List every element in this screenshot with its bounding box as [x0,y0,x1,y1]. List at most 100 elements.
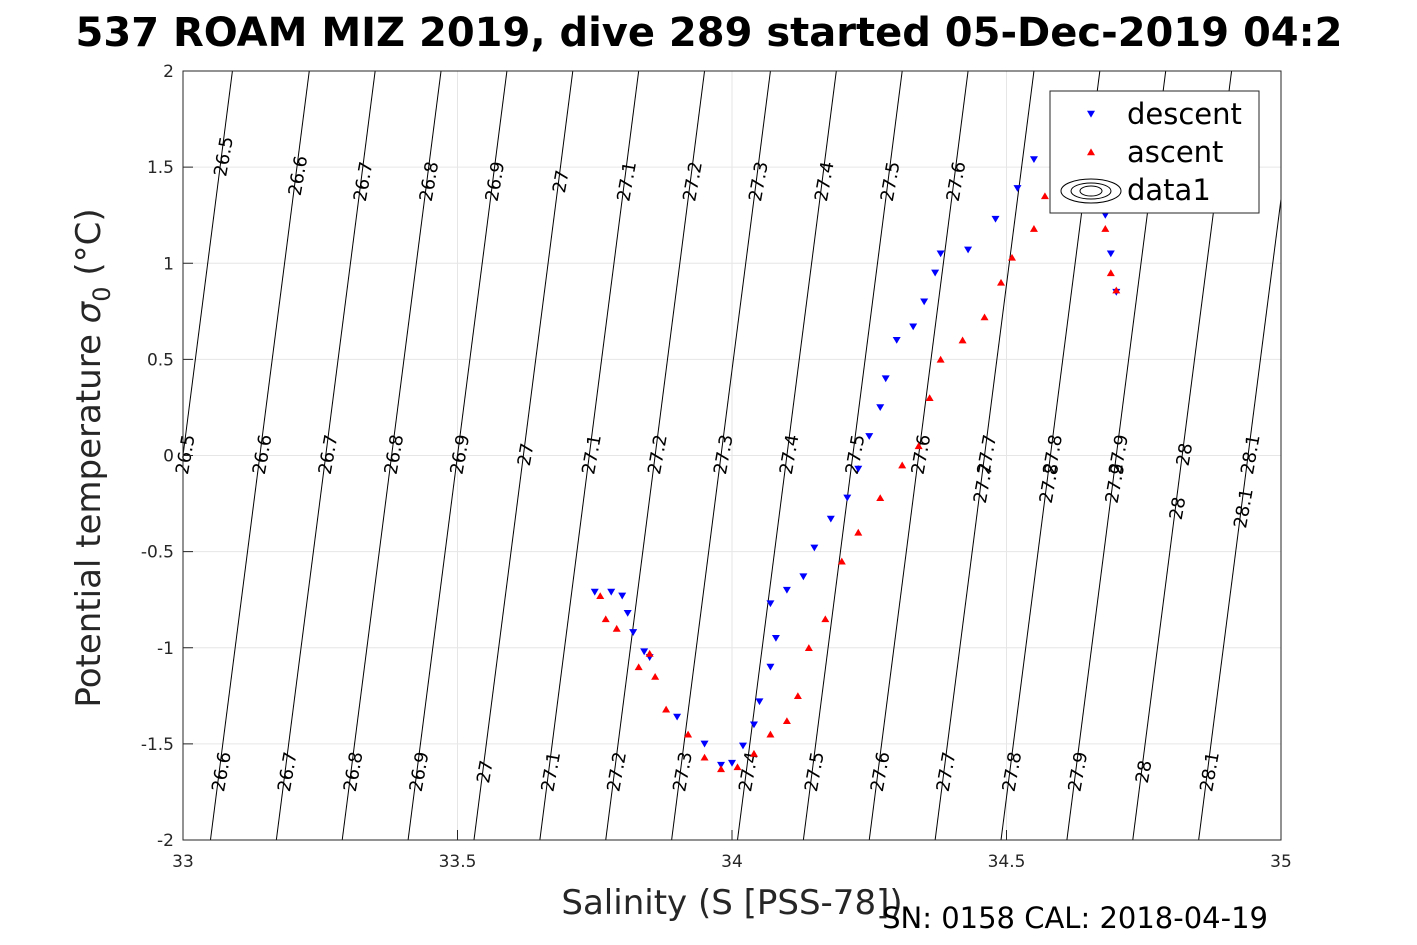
y-tick-label: 2 [163,62,174,82]
ascent-point [914,442,923,450]
ascent-point [1040,192,1049,200]
legend-ascent-label: ascent [1127,135,1223,169]
ascent-point [821,615,830,623]
descent-point [920,298,929,306]
ascent-point [1112,286,1121,294]
descent-point [865,433,874,440]
descent-point [1106,250,1115,258]
chart-title: 537 ROAM MIZ 2019, dive 289 started 05-D… [76,10,1343,56]
legend-contour-icon [1070,182,1112,200]
ascent-point [733,763,742,771]
descent-point [991,215,1000,223]
ascent-point [876,494,885,501]
ascent-point [782,717,791,725]
legend-box [1049,90,1260,214]
descent-point [590,588,599,596]
y-axis-label-main: Potential temperature [69,323,109,707]
ascent-point [749,749,758,757]
ascent-point [1029,225,1038,232]
descent-point [799,573,808,581]
descent-point [892,336,901,344]
descent-point [640,648,649,656]
descent-point [1029,156,1038,164]
ascent-point [717,765,726,773]
density-contour-line [183,71,233,460]
density-contour-label: 27 [514,441,539,467]
legend-descent-marker [1087,110,1095,118]
ascent-point [1101,225,1110,232]
descent-point [964,246,973,254]
y-axis-label: Potential temperature σ0 (°C) [69,208,116,707]
descent-point [755,698,764,706]
descent-point [618,592,627,600]
ascent-point [793,692,802,700]
descent-point [738,742,747,750]
ascent-point [1106,269,1115,277]
descent-point [881,375,890,383]
density-contour-label: 28 [1166,495,1191,521]
y-tick-label: 1.5 [147,158,174,178]
descent-point [826,515,835,523]
ascent-point [651,672,660,680]
descent-point [771,634,780,642]
x-tick-label: 33 [172,852,194,872]
density-contour-line [209,71,310,840]
density-contour-label: 27 [473,759,498,785]
y-axis-label-unit: (°C) [69,208,109,286]
descent-point [936,250,945,258]
density-contour-line [605,71,706,840]
density-contour-line [802,71,903,840]
descent-point [782,586,791,594]
ascent-point [980,313,989,321]
y-axis-label-subscript: 0 [88,286,116,301]
y-tick-label: -2 [157,831,174,851]
y-tick-label: -0.5 [141,543,174,563]
density-contour-line [934,71,1035,840]
descent-point [909,323,918,331]
legend-ascent-marker [1087,148,1095,156]
y-tick-label: 0 [163,447,174,467]
density-contour-line [473,71,574,840]
x-tick-label: 35 [1270,852,1292,872]
ascent-point [596,592,605,600]
ascent-point [898,461,907,469]
descent-point [766,600,775,608]
ascent-point [662,705,671,713]
descent-point [607,588,616,596]
legend-contour-icon [1060,178,1122,204]
y-tick-label: 1 [163,254,174,274]
descent-point [766,663,775,671]
density-contour-label: 28 [1173,441,1198,467]
density-contour-line [275,71,376,840]
descent-point [876,404,885,412]
y-axis-label-sigma: σ [69,300,109,323]
y-tick-label: 0.5 [147,350,174,370]
descent-point [629,629,638,636]
x-tick-label: 34.5 [988,852,1026,872]
descent-point [854,465,863,473]
density-contour-line [671,71,771,840]
ascent-point [612,624,621,632]
descent-point [623,609,632,617]
ascent-point [936,355,945,363]
legend-descent-label: descent [1127,97,1242,131]
descent-point [931,269,940,277]
ascent-point [601,615,610,623]
y-axis-ticks: 2 1.5 1 0.5 0 -0.5 -1 -1.5 -2 [141,62,193,851]
ascent-point [958,336,967,344]
legend-contour-icon [1079,185,1103,197]
x-axis-ticks: 33 33.5 34 34.5 35 [172,830,1292,872]
descent-point [700,740,709,748]
ascent-point [634,663,643,671]
density-contour-label: 27 [549,168,574,194]
density-contour-line [539,71,640,840]
ascent-point [766,730,775,738]
descent-point [810,544,819,552]
ascent-point [925,394,934,402]
ascent-point [854,528,863,536]
ascent-point [645,649,654,657]
descent-point [728,759,736,767]
legend-data1-label: data1 [1127,173,1211,207]
y-tick-label: -1.5 [141,735,174,755]
y-tick-label: -1 [157,639,174,659]
